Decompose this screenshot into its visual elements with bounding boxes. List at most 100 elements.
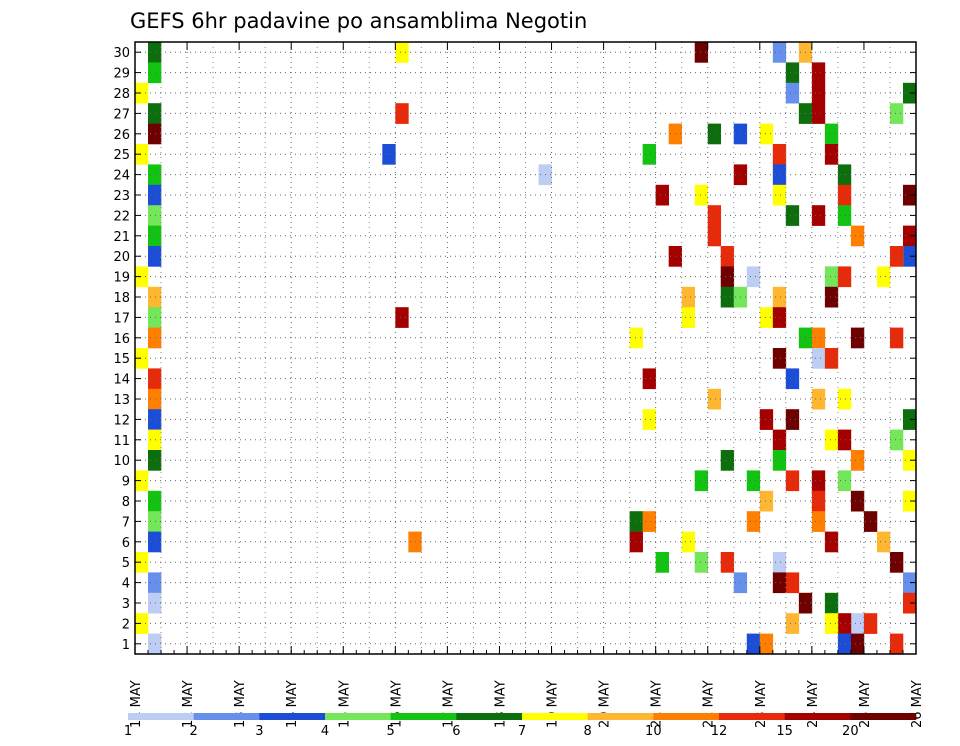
heatmap-cell (772, 348, 787, 369)
colorbar-swatch (850, 713, 917, 720)
heatmap-cell (902, 450, 917, 471)
heatmap-cell (148, 592, 162, 614)
heatmap-cell (148, 327, 162, 349)
colorbar: 1 2 3 4 5 6 7 8 10 12 15 20 (124, 713, 917, 739)
colorbar-label: 12 (711, 724, 728, 739)
y-tick-label: 16 (113, 332, 130, 347)
y-tick-label: 25 (113, 148, 130, 163)
heatmap-cell (655, 552, 669, 573)
y-tick-label: 30 (113, 46, 130, 61)
heatmap-cell (148, 307, 162, 328)
heatmap-cell (876, 531, 891, 553)
heatmap-cell (135, 348, 149, 369)
heatmap-cell (837, 184, 852, 206)
colorbar-swatch (456, 713, 523, 720)
heatmap-cell (772, 552, 787, 573)
heatmap-cell (720, 266, 735, 288)
y-tick-label: 26 (113, 128, 130, 143)
heatmap-cell (148, 368, 162, 390)
heatmap-cell (148, 490, 162, 512)
heatmap-cell (395, 103, 409, 124)
colorbar-label: 3 (255, 724, 263, 739)
colorbar-swatch (522, 713, 588, 720)
heatmap-cell (785, 409, 800, 430)
heatmap-cell (135, 470, 149, 492)
heatmap-cell (707, 205, 722, 226)
heatmap-cell (889, 429, 904, 451)
heatmap-cell (902, 82, 917, 104)
colorbar-label: 10 (645, 724, 662, 739)
colorbar-swatch (719, 713, 785, 720)
y-tick-label: 4 (122, 577, 130, 592)
y-tick-label: 14 (113, 373, 130, 388)
heatmap-cell (642, 511, 656, 532)
colorbar-swatch (128, 713, 194, 720)
heatmap-cell (148, 531, 162, 553)
heatmap-cell (135, 552, 149, 573)
heatmap-cell (694, 42, 709, 63)
heatmap-cell (746, 266, 761, 288)
colorbar-label: 15 (776, 724, 793, 739)
y-tick-label: 13 (113, 393, 130, 408)
heatmap-cell (772, 184, 787, 206)
heatmap-cell (629, 511, 643, 532)
heatmap-cell (746, 511, 761, 532)
y-tick-label: 7 (122, 515, 130, 530)
y-tick-label: 17 (113, 311, 130, 326)
heatmap-cell (902, 225, 917, 247)
heatmap-cell (811, 82, 826, 104)
y-tick-label: 8 (122, 495, 130, 510)
heatmap-cell (720, 552, 735, 573)
heatmap-cell (395, 307, 409, 328)
heatmap-cell (720, 286, 735, 308)
y-tick-label: 27 (113, 107, 130, 122)
heatmap-cell (148, 225, 162, 247)
heatmap-cell (148, 388, 162, 410)
y-tick-label: 6 (122, 536, 130, 551)
heatmap-cell (902, 490, 917, 512)
heatmap-cell (811, 62, 826, 84)
heatmap-cell (837, 429, 852, 451)
colorbar-swatch (784, 713, 851, 720)
y-tick-label: 9 (122, 475, 130, 490)
y-tick-label: 20 (113, 250, 130, 265)
heatmap-cell (837, 470, 852, 492)
heatmap-cell (694, 470, 709, 492)
heatmap-cell (772, 450, 787, 471)
y-tick-label: 21 (113, 230, 130, 245)
heatmap-cell (720, 450, 735, 471)
x-tick-label: 16 MAY (389, 680, 404, 728)
heatmap-cell (785, 470, 800, 492)
colorbar-label: 7 (518, 724, 526, 739)
heatmap-cell (837, 633, 852, 655)
x-tick-label: 14 MAY (285, 680, 300, 728)
x-tick-label: 11 MAY (129, 680, 144, 728)
colorbar-label: 6 (452, 724, 460, 739)
colorbar-swatch (259, 713, 326, 720)
heatmap-cell (720, 246, 735, 267)
heatmap-cell (850, 450, 865, 471)
x-tick-label: 13 MAY (233, 680, 248, 728)
x-tick-label: 15 MAY (337, 680, 352, 728)
heatmap-cell (694, 552, 709, 573)
heatmap-cell (889, 633, 904, 655)
heatmap-cell (629, 327, 643, 349)
heatmap-cell (889, 552, 904, 573)
heatmap-cell (824, 286, 839, 308)
colorbar-swatch (390, 713, 457, 720)
colorbar-label: 8 (584, 724, 592, 739)
heatmap-cell (148, 62, 162, 84)
heatmap-cell (811, 348, 826, 369)
heatmap-cell (785, 62, 800, 84)
heatmap-cell (837, 266, 852, 288)
y-tick-label: 29 (113, 67, 130, 82)
cells-layer (135, 42, 917, 655)
heatmap-cell (785, 205, 800, 226)
heatmap-cell (148, 429, 162, 451)
heatmap-cell (148, 246, 162, 267)
y-tick-label: 28 (113, 87, 130, 102)
x-tick-label: 23 MAY (754, 680, 769, 728)
heatmap-cell (902, 592, 917, 614)
heatmap-cell (772, 429, 787, 451)
